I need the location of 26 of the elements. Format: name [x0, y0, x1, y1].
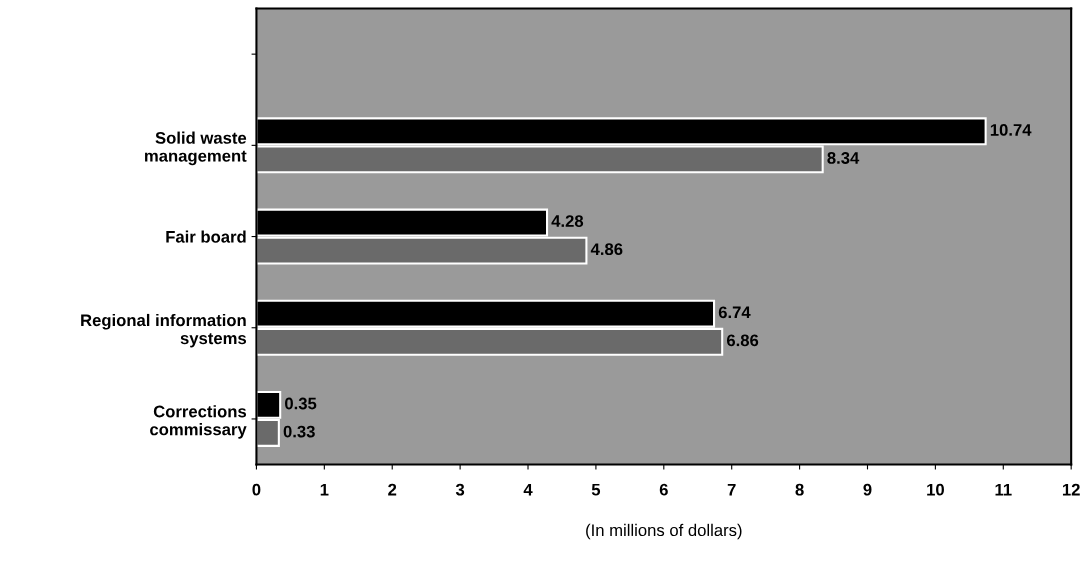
x-tick-label: 11: [995, 483, 1012, 496]
data-label: 8.34: [827, 152, 860, 164]
y-tick-label: Corrections commissary: [150, 405, 247, 439]
x-tick-label: 2: [388, 483, 397, 496]
data-label: 0.35: [285, 397, 317, 410]
x-tick-label: 6: [659, 483, 668, 496]
x-tick-label: 1: [320, 483, 329, 496]
x-tick-label: 5: [591, 483, 601, 496]
data-label: 0.33: [283, 425, 315, 438]
x-tick-label: 4: [523, 483, 533, 496]
y-tick-label: Regional information systems: [81, 313, 247, 348]
x-tick-label: 12: [1062, 483, 1080, 496]
x-tick-label: 10: [927, 483, 944, 496]
x-tick-label: 9: [863, 483, 872, 496]
data-label: 6.86: [726, 334, 759, 347]
x-tick-label: 0: [252, 483, 261, 496]
data-label: 10.74: [990, 123, 1032, 136]
data-label: 4.86: [590, 243, 623, 256]
x-tick-label: 3: [455, 483, 465, 496]
y-tick-label: Fair board: [166, 230, 246, 243]
x-tick-label: 7: [727, 483, 736, 496]
data-label: 6.74: [718, 306, 751, 319]
x-tick-label: 8: [795, 483, 804, 496]
data-label: 4.28: [551, 215, 584, 227]
y-tick-label: Solid waste management: [145, 131, 247, 166]
x-axis-title: (In millions of dollars): [586, 523, 742, 540]
